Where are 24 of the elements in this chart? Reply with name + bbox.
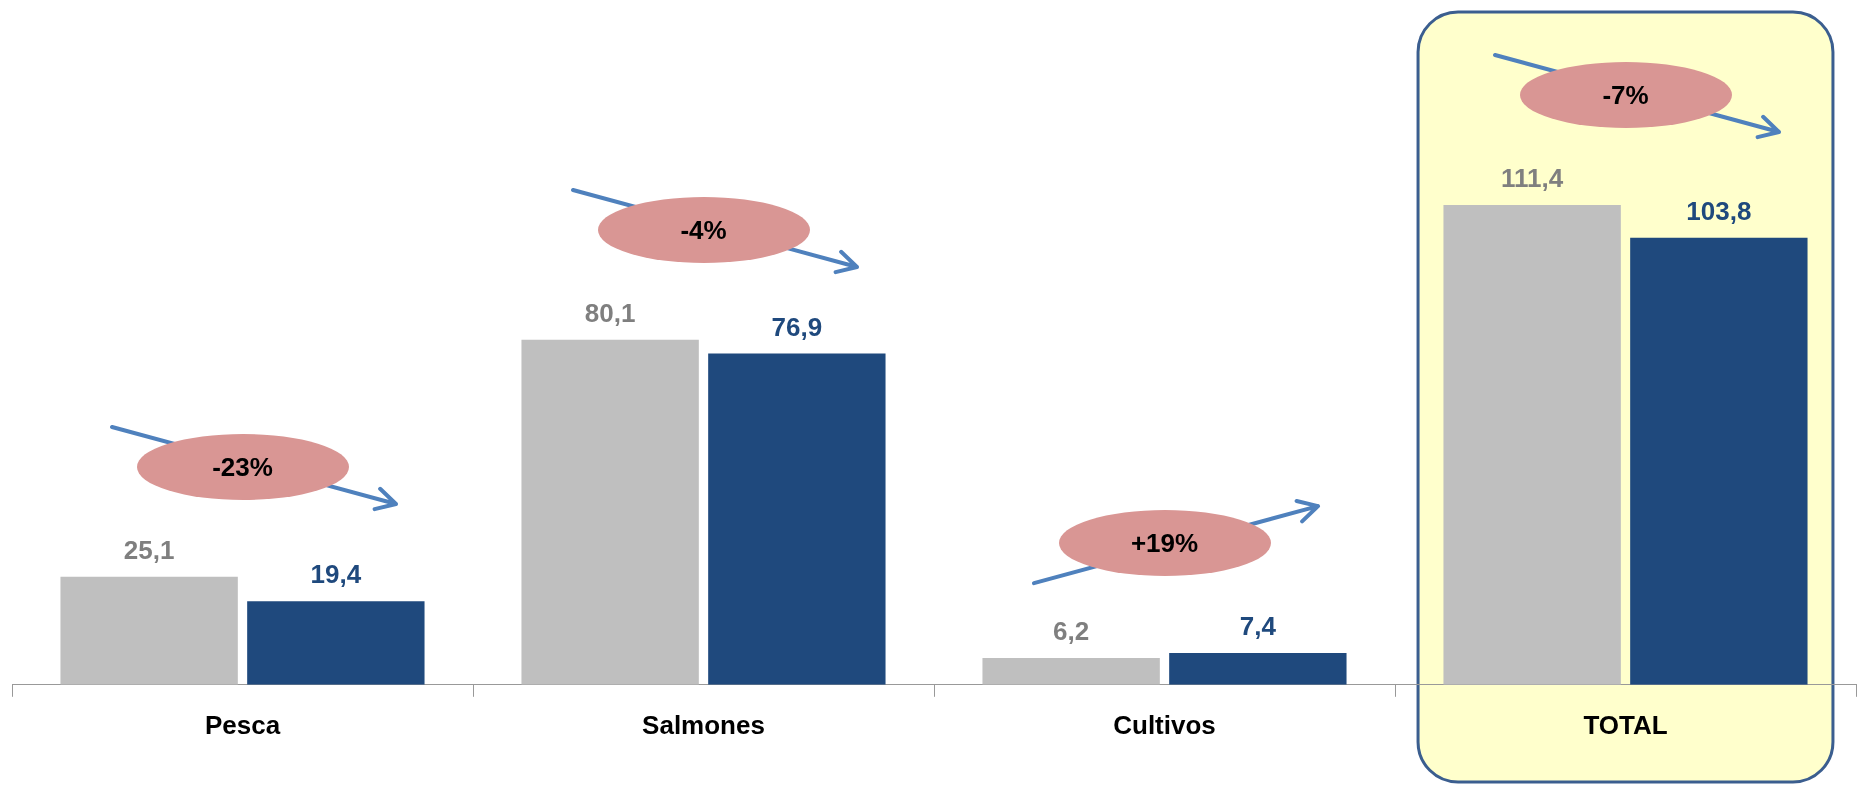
data-label: 6,2	[1053, 616, 1090, 647]
text: -7%	[1601, 79, 1650, 112]
bar	[60, 576, 238, 685]
bar	[1443, 205, 1621, 685]
data-label: 103,8	[1686, 195, 1752, 226]
x-tick-label: Cultivos	[1113, 709, 1216, 740]
data-label: 19,4	[310, 559, 362, 590]
bar	[982, 658, 1160, 685]
data-label: 76,9	[771, 311, 823, 342]
data-label: 80,1	[584, 298, 636, 329]
x-tick-label: Salmones	[642, 709, 765, 740]
x-tick-label: TOTAL	[1583, 709, 1668, 740]
data-label: 25,1	[123, 534, 175, 565]
bar	[1630, 237, 1808, 685]
annotation: -23%	[211, 450, 274, 483]
annotation: -4%	[679, 213, 728, 246]
bar	[521, 339, 699, 685]
x-tick-label: Pesca	[204, 709, 281, 740]
data-label: 7,4	[1239, 611, 1277, 642]
bar	[247, 601, 425, 685]
bar	[708, 353, 886, 685]
bar	[1169, 652, 1347, 685]
data-label: 111,4	[1501, 163, 1564, 194]
annotation: +19%	[1129, 526, 1200, 559]
